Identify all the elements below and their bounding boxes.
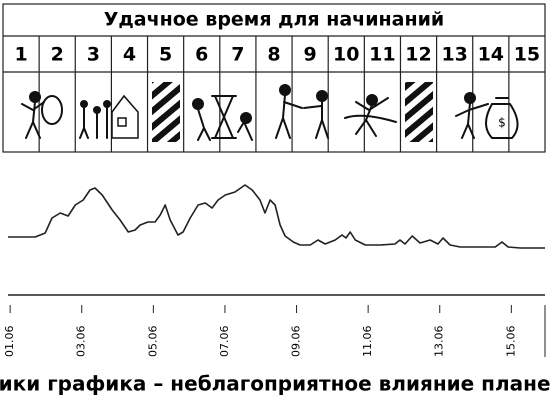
day-number: 13 (441, 44, 467, 66)
x-tick-label: 11.06 (361, 326, 374, 358)
plot: 01.06 03.06 05.06 07.06 09.06 11.06 13.06 15.06 (3, 184, 546, 358)
icons: $ (21, 82, 519, 142)
day-number: 8 (267, 44, 280, 66)
x-tick-label: 15.06 (504, 325, 517, 357)
day-number: 6 (195, 44, 208, 66)
x-tick-label: 03.06 (75, 326, 88, 358)
x-tick-label: 09.06 (290, 326, 303, 358)
day-number: 10 (333, 44, 359, 66)
day-number: 3 (87, 44, 100, 66)
x-tick-label: 01.06 (3, 326, 16, 358)
columns: 1 2 3 4 5 6 7 8 9 10 11 12 13 14 15 (14, 36, 540, 152)
x-tick-label: 05.06 (146, 326, 159, 358)
day-number: 9 (304, 44, 317, 66)
table-frame (2, 3, 546, 153)
day-number: 14 (478, 44, 504, 66)
day-number: 12 (405, 44, 431, 66)
icon-finish (344, 94, 397, 137)
hatch (152, 82, 180, 142)
money-symbol: $ (498, 116, 506, 130)
hatch (405, 82, 433, 142)
day-number: 4 (123, 44, 136, 66)
day-number: 5 (159, 44, 172, 66)
icon-moneybag (455, 92, 519, 139)
caption: Пики графика – неблагоприятное влияние п… (0, 372, 550, 396)
day-number: 11 (369, 44, 395, 66)
day-number: 2 (51, 44, 64, 66)
day-number: 15 (514, 44, 540, 66)
icon-hourglass (192, 95, 253, 141)
day-number: 7 (231, 44, 244, 66)
x-tick-label: 13.06 (433, 326, 446, 358)
x-tick-label: 07.06 (218, 326, 231, 358)
icon-figure (21, 91, 63, 139)
icon-handshake (275, 84, 329, 139)
day-number: 1 (14, 44, 27, 66)
icon-family (79, 94, 139, 139)
line (8, 184, 545, 249)
title: Удачное время для начинаний (104, 9, 444, 31)
